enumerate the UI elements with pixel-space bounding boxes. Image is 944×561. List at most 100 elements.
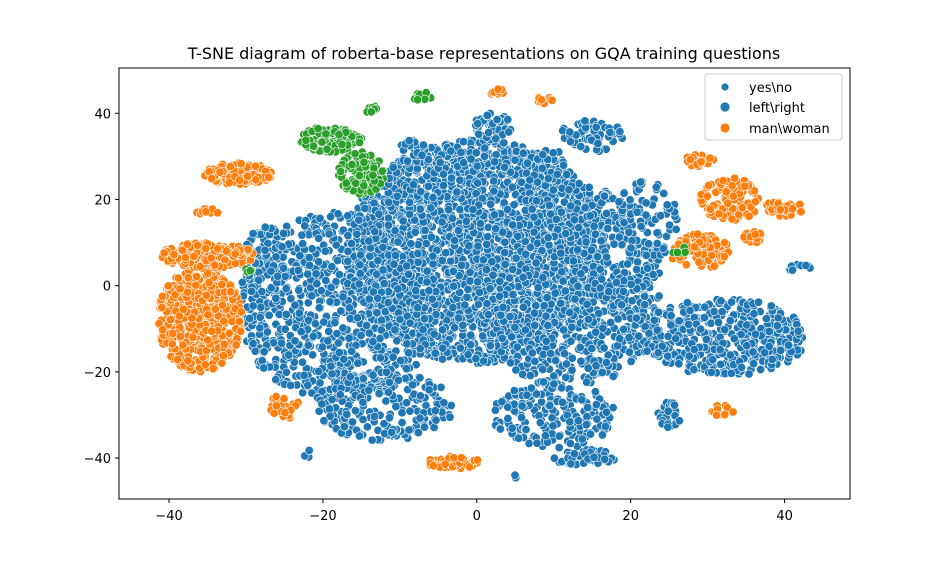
scatter-point [544,240,554,250]
scatter-point [749,309,759,319]
scatter-point [473,178,483,188]
scatter-point [569,215,579,225]
scatter-point [423,181,433,191]
scatter-point [706,367,716,377]
scatter-point [546,348,556,358]
scatter-point [429,329,439,339]
scatter-point [389,259,399,269]
scatter-point [466,154,476,164]
scatter-point [506,358,516,368]
scatter-point [487,257,497,267]
scatter-point [384,197,394,207]
scatter-point [446,146,456,156]
scatter-point [511,365,521,375]
scatter-point [406,239,416,249]
scatter-point [465,267,475,277]
scatter-point [338,323,348,333]
scatter-point [344,333,354,343]
scatter-point [262,327,272,337]
scatter-point [374,389,384,399]
scatter-point [255,312,265,322]
scatter-point [699,313,709,323]
scatter-point [468,205,478,215]
scatter-point [556,207,566,217]
scatter-point [489,186,499,196]
scatter-point [415,413,425,423]
scatter-point [543,320,553,330]
scatter-point [294,285,304,295]
scatter-point [424,385,434,395]
scatter-point [529,308,539,318]
scatter-point [345,372,355,382]
scatter-point [358,397,368,407]
scatter-point [360,204,370,214]
scatter-point [412,164,422,174]
scatter-point [411,286,421,296]
scatter-point [653,348,663,358]
scatter-point [387,427,397,437]
scatter-point [590,387,600,397]
scatter-point [535,418,545,428]
scatter-point [642,346,652,356]
scatter-point [295,251,305,261]
scatter-point [709,306,719,316]
scatter-point [455,205,465,215]
scatter-point [497,333,507,343]
scatter-point [545,401,555,411]
scatter-point [401,364,411,374]
scatter-point [549,379,559,389]
scatter-point [532,389,542,399]
scatter-point [634,331,644,341]
scatter-point [601,407,611,417]
scatter-point [339,354,349,364]
scatter-point [573,281,583,291]
scatter-point [378,265,388,275]
scatter-point [392,336,402,346]
scatter-point [405,197,415,207]
scatter-point [317,342,327,352]
scatter-point [419,314,429,324]
scatter-point [343,231,353,241]
scatter-point [437,217,447,227]
scatter-point [415,373,425,383]
scatter-point [326,361,336,371]
scatter-point [474,287,484,297]
scatter-point [582,377,592,387]
scatter-point [430,406,440,416]
scatter-point [370,227,380,237]
scatter-point [573,245,583,255]
scatter-point [333,255,343,265]
scatter-point [335,390,345,400]
scatter-point [663,331,673,341]
scatter-point [573,416,583,426]
scatter-point [393,237,403,247]
scatter-point [725,350,735,360]
scatter-point [742,341,752,351]
scatter-point [339,422,349,432]
scatter-point [294,308,304,318]
scatter-point [391,401,401,411]
scatter-point [342,409,352,419]
scatter-point [397,408,407,418]
scatter-point [466,340,476,350]
scatter-point [462,292,472,302]
scatter-point [333,209,343,219]
scatter-point [446,256,456,266]
scatter-point [248,339,258,349]
scatter-point [503,402,513,412]
scatter-point [585,211,595,221]
scatter-point [404,269,414,279]
scatter-point [482,299,492,309]
scatter-point [479,151,489,161]
scatter-point [531,301,541,311]
scatter-point [715,345,725,355]
scatter-point [410,227,420,237]
scatter-point [457,260,467,270]
scatter-point [393,375,403,385]
scatter-point [663,351,673,361]
scatter-point [245,313,255,323]
scatter-point [314,257,324,267]
scatter-point [271,375,281,385]
scatter-point [317,399,327,409]
